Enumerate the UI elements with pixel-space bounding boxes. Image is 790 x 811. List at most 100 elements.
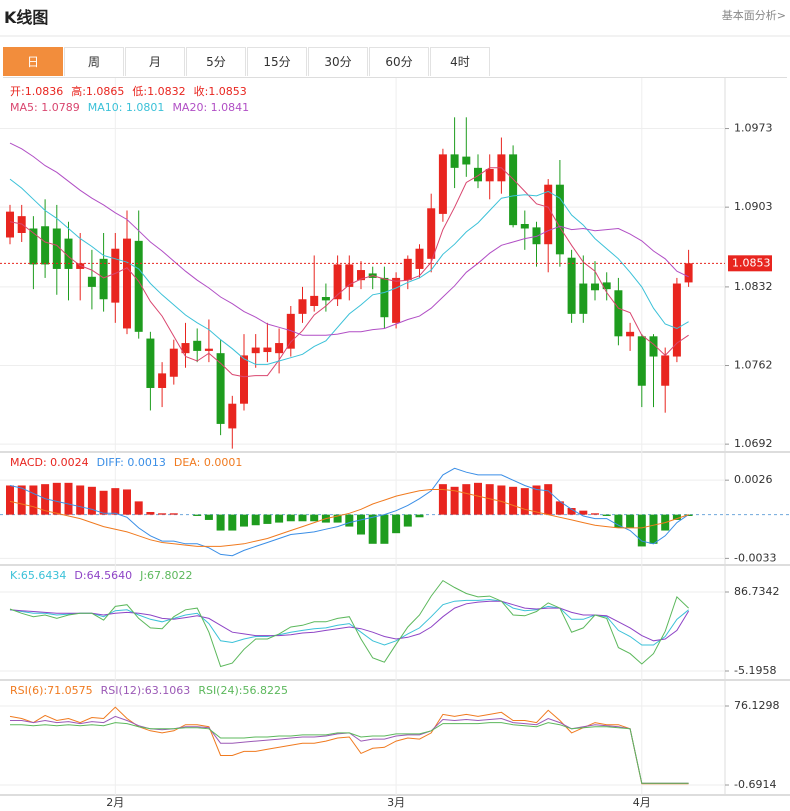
period-tab[interactable]: 30分 <box>308 47 368 76</box>
candle-body <box>146 338 155 388</box>
macd-bar <box>579 510 588 515</box>
period-tab[interactable]: 4时 <box>430 47 490 76</box>
macd-bar <box>111 488 120 515</box>
macd-bar <box>567 508 576 515</box>
indicator-line <box>9 579 689 668</box>
macd-bar <box>520 488 529 515</box>
y-tick-label: 1.0973 <box>734 122 773 135</box>
macd-bar <box>6 485 14 515</box>
candle-body <box>181 343 190 354</box>
macd-bar <box>602 514 611 516</box>
macd-bar <box>64 482 73 515</box>
macd-bar <box>134 501 143 515</box>
candle-body <box>52 228 61 269</box>
legend-item: K:65.6434 <box>10 569 66 582</box>
candle-body <box>286 313 295 349</box>
candle-body <box>345 264 354 287</box>
legend-item: DIFF: 0.0013 <box>97 456 166 469</box>
y-tick-label: -0.0033 <box>734 551 776 564</box>
legend-item: MA10: 1.0801 <box>88 101 165 114</box>
macd-bar <box>17 485 26 515</box>
fundamental-link[interactable]: 基本面分析> <box>721 9 786 22</box>
macd-bar <box>649 514 658 544</box>
candle-body <box>602 282 611 290</box>
indicator-line <box>9 489 689 547</box>
legend-item: MA5: 1.0789 <box>10 101 80 114</box>
candle-body <box>637 336 646 386</box>
macd-bar <box>474 482 482 515</box>
period-tabs: 日周月 5分 15分 30分 60分 4时 <box>3 47 787 78</box>
candle-body <box>474 167 482 182</box>
last-price-box <box>728 255 772 272</box>
macd-bar <box>99 490 108 515</box>
macd-bar <box>614 514 623 528</box>
candle-body <box>438 154 447 214</box>
candle-body <box>357 270 365 281</box>
legend-item: MA20: 1.0841 <box>172 101 249 114</box>
indicator-line <box>10 715 689 784</box>
page-title: K线图 <box>4 8 49 27</box>
macd-bar <box>555 501 564 515</box>
candle-body <box>29 228 38 265</box>
last-price-label: 1.0853 <box>732 256 771 269</box>
indicator-line <box>9 706 689 785</box>
macd-bar <box>41 484 50 515</box>
x-tick-label: 3月 <box>387 796 405 809</box>
candle-body <box>240 355 248 404</box>
macd-bar <box>333 514 342 523</box>
macd-bar <box>684 514 693 516</box>
candle-body <box>41 226 50 265</box>
period-tab[interactable]: 日 <box>3 47 63 76</box>
ma-line <box>9 167 689 378</box>
candle-body <box>509 154 518 226</box>
indicator-line <box>9 600 690 642</box>
candle-body <box>626 331 635 337</box>
macd-bar <box>509 486 518 515</box>
candle-body <box>64 238 73 269</box>
candle-body <box>684 263 693 283</box>
indicator-line <box>9 598 689 646</box>
candle-body <box>134 240 143 332</box>
macd-bar <box>403 514 412 527</box>
macd-bar <box>591 513 599 515</box>
y-tick-label: 1.0903 <box>734 200 773 213</box>
candle-body <box>123 238 131 329</box>
macd-bar <box>380 514 389 544</box>
candle-body <box>169 348 178 377</box>
legend-item: J:67.8022 <box>139 569 192 582</box>
macd-bar <box>76 485 85 515</box>
period-tab[interactable]: 60分 <box>369 47 429 76</box>
legend-item: 高:1.0865 <box>71 84 124 98</box>
candle-body <box>310 295 319 306</box>
y-tick-label: -0.6914 <box>734 778 776 791</box>
candle-body <box>403 258 412 281</box>
legend-item: RSI(6):71.0575 <box>10 684 93 697</box>
candle-body <box>661 355 670 386</box>
candle-body <box>380 277 389 318</box>
period-tab[interactable]: 月 <box>125 47 185 76</box>
candle-body <box>111 248 120 303</box>
indicator-line <box>10 722 689 784</box>
macd-bar <box>275 514 284 523</box>
period-tab[interactable]: 5分 <box>186 47 246 76</box>
period-tab[interactable]: 15分 <box>247 47 307 76</box>
candle-body <box>415 248 424 269</box>
macd-bar <box>368 514 377 544</box>
legend-item: RSI(12):63.1063 <box>101 684 191 697</box>
candle-body <box>275 343 284 354</box>
candle-body <box>462 156 471 165</box>
candle-body <box>614 290 623 337</box>
candle-body <box>321 297 330 301</box>
macd-bar <box>485 484 494 515</box>
macd-bar <box>345 514 354 527</box>
macd-bar <box>251 514 260 526</box>
candle-body <box>567 257 576 314</box>
macd-bar <box>87 486 96 515</box>
ma-line <box>9 142 689 336</box>
macd-bar <box>228 514 237 531</box>
period-tab[interactable]: 周 <box>64 47 124 76</box>
candle-body <box>228 403 237 429</box>
legend-item: 开:1.0836 <box>10 85 63 98</box>
